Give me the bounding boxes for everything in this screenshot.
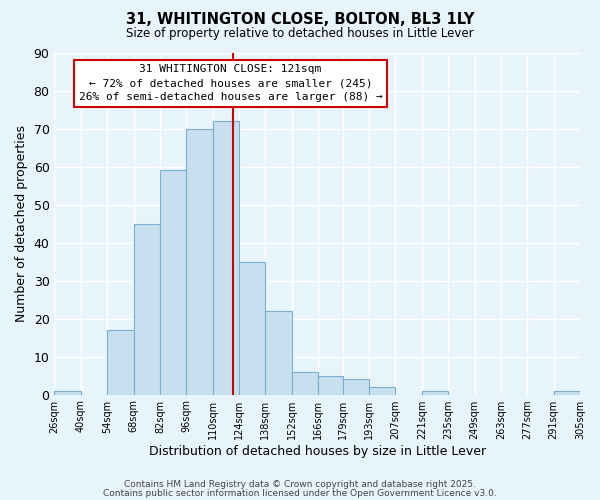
Bar: [134, 224, 160, 394]
Bar: [186, 128, 212, 394]
Bar: [160, 170, 186, 394]
Text: Size of property relative to detached houses in Little Lever: Size of property relative to detached ho…: [126, 28, 474, 40]
Bar: [212, 121, 239, 394]
X-axis label: Distribution of detached houses by size in Little Lever: Distribution of detached houses by size …: [149, 444, 486, 458]
Bar: [369, 387, 395, 394]
Y-axis label: Number of detached properties: Number of detached properties: [15, 125, 28, 322]
Bar: [239, 262, 265, 394]
Bar: [422, 391, 448, 394]
Bar: [318, 376, 343, 394]
Bar: [292, 372, 318, 394]
Text: 31, WHITINGTON CLOSE, BOLTON, BL3 1LY: 31, WHITINGTON CLOSE, BOLTON, BL3 1LY: [126, 12, 474, 28]
Bar: [554, 391, 580, 394]
Bar: [343, 380, 369, 394]
Bar: [107, 330, 134, 394]
Text: Contains HM Land Registry data © Crown copyright and database right 2025.: Contains HM Land Registry data © Crown c…: [124, 480, 476, 489]
Text: Contains public sector information licensed under the Open Government Licence v3: Contains public sector information licen…: [103, 488, 497, 498]
Bar: [265, 311, 292, 394]
Bar: [55, 391, 81, 394]
Text: 31 WHITINGTON CLOSE: 121sqm
← 72% of detached houses are smaller (245)
26% of se: 31 WHITINGTON CLOSE: 121sqm ← 72% of det…: [79, 64, 382, 102]
